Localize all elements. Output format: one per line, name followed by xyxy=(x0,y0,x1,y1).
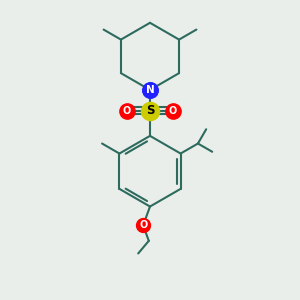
Text: O: O xyxy=(123,106,131,116)
Text: O: O xyxy=(139,220,147,230)
Text: N: N xyxy=(146,85,154,95)
Text: O: O xyxy=(169,106,177,116)
Text: N: N xyxy=(146,85,154,95)
Text: S: S xyxy=(146,104,154,117)
